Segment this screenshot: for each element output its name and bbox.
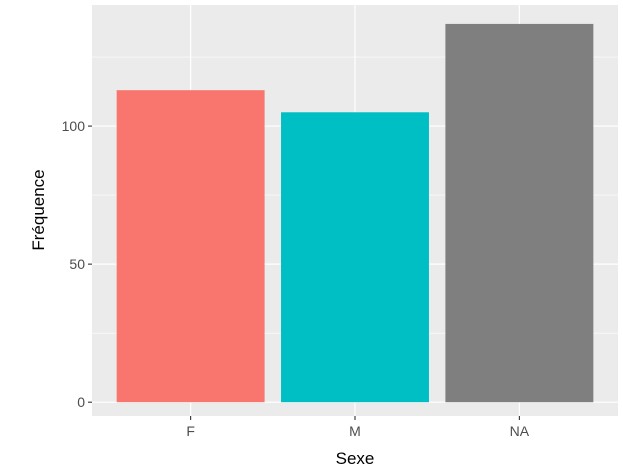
y-tick-label: 100 <box>62 118 86 134</box>
bars <box>116 23 594 403</box>
bar-f <box>116 90 265 403</box>
y-axis-title: Fréquence <box>29 169 48 250</box>
x-tick-label: NA <box>510 423 530 439</box>
y-tick-label: 50 <box>69 256 85 272</box>
x-tick-label: F <box>186 423 195 439</box>
bar-na <box>445 23 594 403</box>
x-tick-label: M <box>349 423 361 439</box>
y-tick-label: 0 <box>77 394 85 410</box>
y-axis: 0 50 100 <box>62 118 92 410</box>
x-axis: F M NA <box>186 416 530 439</box>
bar-m <box>281 112 429 403</box>
x-axis-title: Sexe <box>336 449 375 468</box>
